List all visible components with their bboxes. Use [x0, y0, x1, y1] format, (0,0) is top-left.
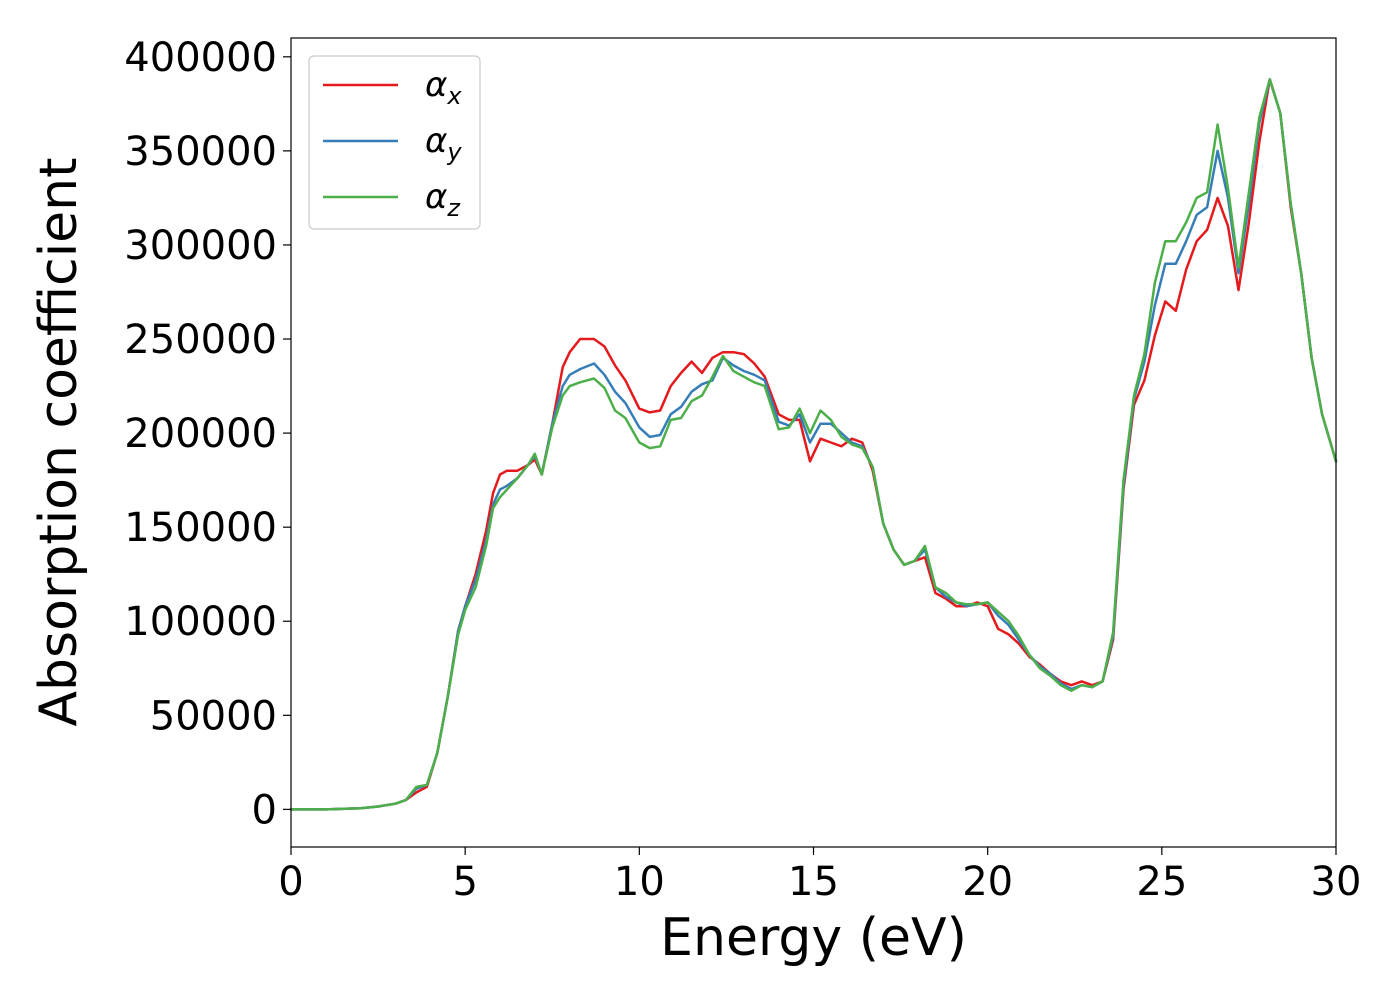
- y-tick-label: 0: [252, 787, 277, 833]
- x-axis-ticks: 0 5 10 15 20 25 30: [278, 847, 1361, 905]
- legend-label-x: αx: [425, 65, 462, 110]
- y-tick-label: 250000: [124, 317, 277, 363]
- series-layer: [289, 78, 1338, 811]
- y-axis-label: Absorption coefficient: [29, 157, 89, 726]
- series-line-z: [289, 78, 1338, 811]
- x-axis-label: Energy (eV): [660, 908, 967, 968]
- legend-label-y: αy: [425, 121, 462, 166]
- x-tick-label: 15: [788, 859, 839, 905]
- x-tick-label: 20: [962, 859, 1013, 905]
- x-tick-label: 25: [1136, 859, 1187, 905]
- series-line-x: [289, 78, 1338, 811]
- legend-box: [308, 55, 481, 230]
- x-tick-label: 10: [614, 859, 665, 905]
- y-axis-ticks: 0 50000 100000 150000 200000 250000 300000 3500…: [124, 35, 291, 833]
- y-tick-label: 300000: [124, 223, 277, 269]
- x-tick-label: 30: [1311, 859, 1362, 905]
- legend-label-z: αz: [425, 177, 461, 222]
- y-tick-label: 350000: [124, 129, 277, 175]
- x-tick-label: 5: [452, 859, 477, 905]
- y-tick-label: 400000: [124, 35, 277, 81]
- y-tick-label: 100000: [124, 599, 277, 645]
- legend: αx αy αz: [308, 55, 481, 230]
- y-tick-label: 150000: [124, 505, 277, 551]
- y-tick-label: 200000: [124, 411, 277, 457]
- x-tick-label: 0: [278, 859, 303, 905]
- y-tick-label: 50000: [150, 693, 277, 739]
